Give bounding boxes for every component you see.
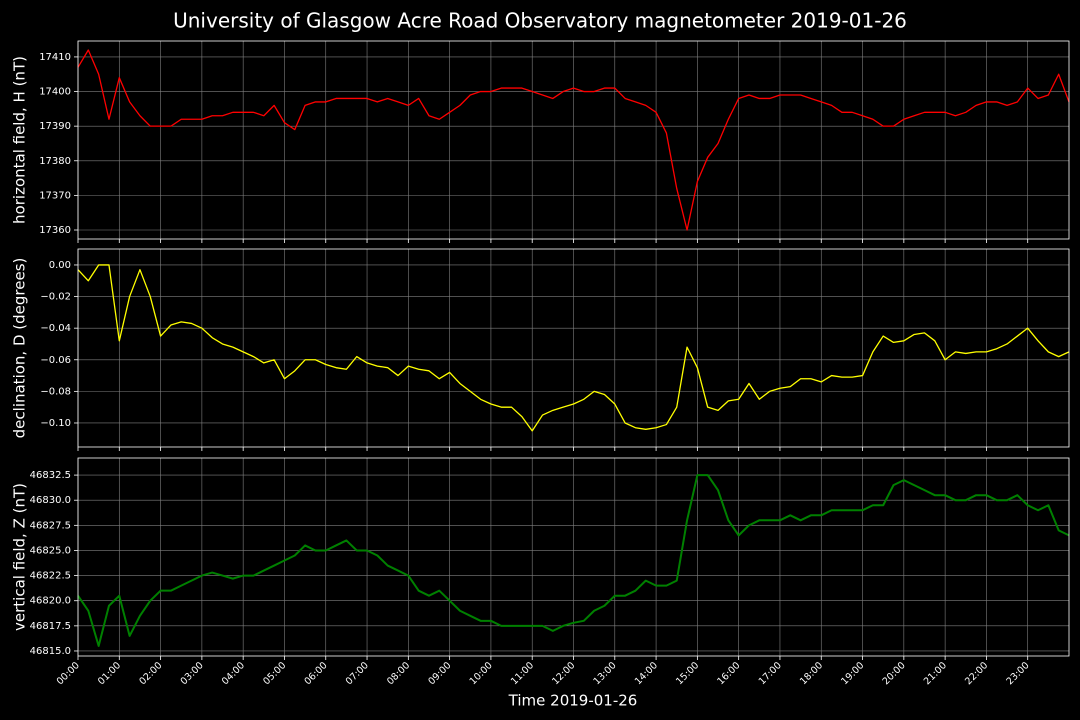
x-tick-label: 23:00 (1004, 660, 1031, 687)
data-line (77, 264, 1070, 432)
y-tick-label: 0.00 (49, 260, 71, 271)
y-axis-label: vertical field, Z (nT) (11, 483, 29, 631)
x-tick-label: 16:00 (715, 660, 742, 687)
y-tick-label: 46825.0 (30, 545, 71, 556)
y-tick-label: −0.08 (40, 386, 71, 397)
y-axis-label: declination, D (degrees) (11, 258, 29, 439)
x-tick-label: 04:00 (220, 660, 247, 687)
figure-title: University of Glasgow Acre Road Observat… (173, 9, 907, 33)
x-tick-label: 15:00 (674, 660, 701, 687)
data-line (77, 49, 1070, 231)
y-axis-label: horizontal field, H (nT) (11, 56, 29, 224)
x-tick-label: 22:00 (963, 660, 990, 687)
x-tick-label: 12:00 (550, 660, 577, 687)
x-tick-label: 11:00 (509, 660, 536, 687)
y-tick-label: 46820.0 (30, 596, 71, 607)
x-tick-label: 14:00 (633, 660, 660, 687)
x-tick-label: 02:00 (137, 660, 164, 687)
x-tick-label: 09:00 (426, 660, 453, 687)
y-tick-label: 17370 (39, 190, 71, 201)
y-tick-label: 46830.0 (30, 495, 71, 506)
x-tick-label: 01:00 (96, 660, 123, 687)
y-tick-label: −0.02 (40, 292, 71, 303)
y-tick-label: 17390 (39, 121, 71, 132)
y-tick-label: 46832.5 (30, 470, 71, 481)
axes-frame (77, 40, 1070, 240)
y-tick-label: 46822.5 (30, 571, 71, 582)
y-tick-label: 17380 (39, 156, 71, 167)
y-tick-label: −0.04 (40, 323, 71, 334)
x-tick-label: 00:00 (55, 660, 82, 687)
x-tick-label: 07:00 (344, 660, 371, 687)
x-tick-label: 21:00 (922, 660, 949, 687)
x-tick-label: 17:00 (757, 660, 784, 687)
y-tick-label: 17360 (39, 225, 71, 236)
x-tick-label: 13:00 (592, 660, 619, 687)
y-tick-label: 46827.5 (30, 520, 71, 531)
y-tick-label: −0.10 (40, 418, 71, 429)
data-line (77, 474, 1070, 647)
axes-frame (77, 248, 1070, 448)
y-tick-label: 17410 (39, 52, 71, 63)
x-tick-label: 03:00 (179, 660, 206, 687)
x-tick-label: 19:00 (839, 660, 866, 687)
x-tick-label: 20:00 (881, 660, 908, 687)
x-tick-label: 10:00 (468, 660, 495, 687)
y-tick-label: −0.06 (40, 355, 71, 366)
x-tick-label: 05:00 (261, 660, 288, 687)
x-tick-label: 06:00 (302, 660, 329, 687)
axes-frame (77, 457, 1070, 657)
x-axis-label: Time 2019-01-26 (508, 692, 638, 710)
x-tick-label: 08:00 (385, 660, 412, 687)
y-tick-label: 46815.0 (30, 646, 71, 657)
y-tick-label: 17400 (39, 87, 71, 98)
y-tick-label: 46817.5 (30, 621, 71, 632)
x-tick-label: 18:00 (798, 660, 825, 687)
